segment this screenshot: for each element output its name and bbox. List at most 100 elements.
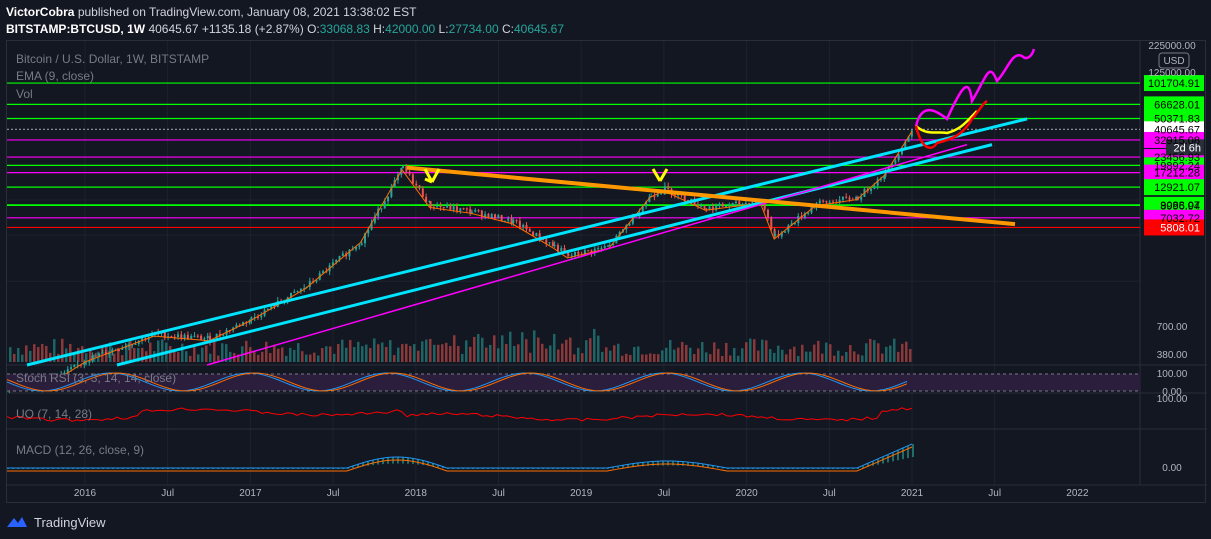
countdown-bg	[1166, 139, 1204, 156]
volume-bar	[625, 353, 628, 362]
volume-bar	[289, 347, 292, 362]
volume-bar	[33, 344, 36, 362]
candle-body	[260, 315, 263, 318]
volume-bar	[853, 351, 856, 362]
candle-body	[608, 245, 611, 247]
volume-bar	[593, 328, 596, 362]
volume-bar	[485, 347, 488, 362]
stoch-d-line	[7, 372, 908, 392]
macd-histogram-bar	[907, 446, 909, 459]
volume-bar	[677, 347, 680, 362]
volume-bar	[225, 344, 228, 362]
volume-bar	[45, 345, 48, 362]
candle-body	[700, 206, 703, 208]
cyan-channel-upper	[26, 117, 1028, 367]
volume-bar	[437, 344, 440, 362]
volume-bar	[329, 346, 332, 362]
volume-bar	[341, 339, 344, 362]
volume-bar	[301, 351, 304, 362]
candle-body	[545, 239, 548, 244]
volume-bar	[245, 340, 248, 362]
volume-bar	[557, 349, 560, 362]
macd-histogram-bar	[357, 464, 359, 468]
volume-bar	[893, 338, 896, 362]
volume-bar	[765, 340, 768, 362]
candle-body	[363, 233, 366, 244]
volume-bar	[449, 346, 452, 362]
macd-histogram-bar	[912, 444, 914, 457]
candle-body	[315, 279, 318, 282]
candle-body	[553, 244, 556, 247]
volume-bar	[521, 332, 524, 362]
volume-bar	[573, 354, 576, 362]
chart-svg[interactable]: 225000.00 125000.00 700.00 380.00 USD 101704.…	[7, 41, 1207, 504]
candle-body	[439, 205, 442, 207]
volume-bar	[261, 351, 264, 362]
candle-body	[876, 179, 879, 186]
volume-bar	[541, 343, 544, 362]
volume-bar	[509, 331, 512, 362]
candle-body	[607, 245, 610, 247]
macd-histogram-bar	[352, 466, 354, 469]
price-axis	[1144, 52, 1204, 236]
candle-body	[904, 142, 907, 150]
volume-bar	[349, 340, 352, 362]
candle-body	[101, 351, 104, 354]
volume-bar	[365, 344, 368, 362]
author-name[interactable]: VictorCobra	[6, 5, 75, 19]
volume-bar	[533, 330, 536, 362]
volume-bar	[169, 346, 172, 362]
candle-body	[522, 224, 525, 228]
candle-body	[583, 250, 586, 255]
countdown-label: 2d 6h	[1173, 142, 1201, 154]
candle-body	[183, 334, 186, 339]
candle-body	[203, 338, 206, 340]
footer-brand[interactable]: TradingView	[6, 512, 106, 532]
volume-bar	[117, 347, 120, 362]
volume-bar	[861, 355, 864, 362]
open-label: O:	[307, 22, 320, 36]
macd-histogram-bar	[717, 466, 719, 469]
yellow-arrow-2018	[423, 168, 441, 184]
x-tick-label: 2016	[74, 488, 97, 499]
volume-bar	[77, 347, 80, 362]
volume-bar	[777, 345, 780, 362]
volume-bar	[809, 351, 812, 362]
magenta-trendline	[206, 143, 968, 366]
high-label: H:	[373, 22, 386, 36]
volume-bar	[873, 340, 876, 362]
candle-body	[696, 204, 699, 207]
volume-bar	[317, 355, 320, 362]
candle-body	[528, 229, 531, 232]
candle-body	[822, 200, 825, 202]
volume-bar	[297, 343, 300, 362]
candle-body	[741, 204, 744, 206]
stoch-tick-label: 0.00	[1162, 387, 1182, 398]
candle-body	[118, 349, 120, 351]
candle-body	[76, 364, 79, 366]
candle-body	[738, 201, 741, 205]
cyan-channel-lower	[116, 143, 993, 367]
candle-body	[383, 201, 386, 209]
volume-bar	[441, 344, 444, 362]
chart-area[interactable]: 225000.00 125000.00 700.00 380.00 USD 101704.…	[6, 40, 1207, 504]
macd-histogram-bar	[692, 462, 694, 467]
volume-bar	[489, 344, 492, 362]
yellow-arrow-2019	[651, 168, 669, 182]
price-label: 9088.07	[1160, 200, 1200, 212]
candle-body	[163, 332, 166, 338]
candle-body	[787, 225, 790, 232]
volume-bar	[789, 349, 792, 362]
macd-histogram-bar	[892, 452, 894, 462]
macd-histogram-bar	[707, 464, 709, 468]
volume-bar	[561, 343, 564, 362]
candle-body	[807, 212, 810, 214]
currency-badge[interactable]	[1158, 52, 1190, 69]
candle-body	[290, 292, 292, 298]
candle-body	[370, 222, 373, 230]
volume-bar	[17, 348, 20, 362]
volume-bar	[617, 343, 620, 362]
macd-histogram-bar	[697, 463, 699, 467]
close-value: 40645.67	[513, 22, 565, 36]
candle-body	[266, 309, 269, 311]
